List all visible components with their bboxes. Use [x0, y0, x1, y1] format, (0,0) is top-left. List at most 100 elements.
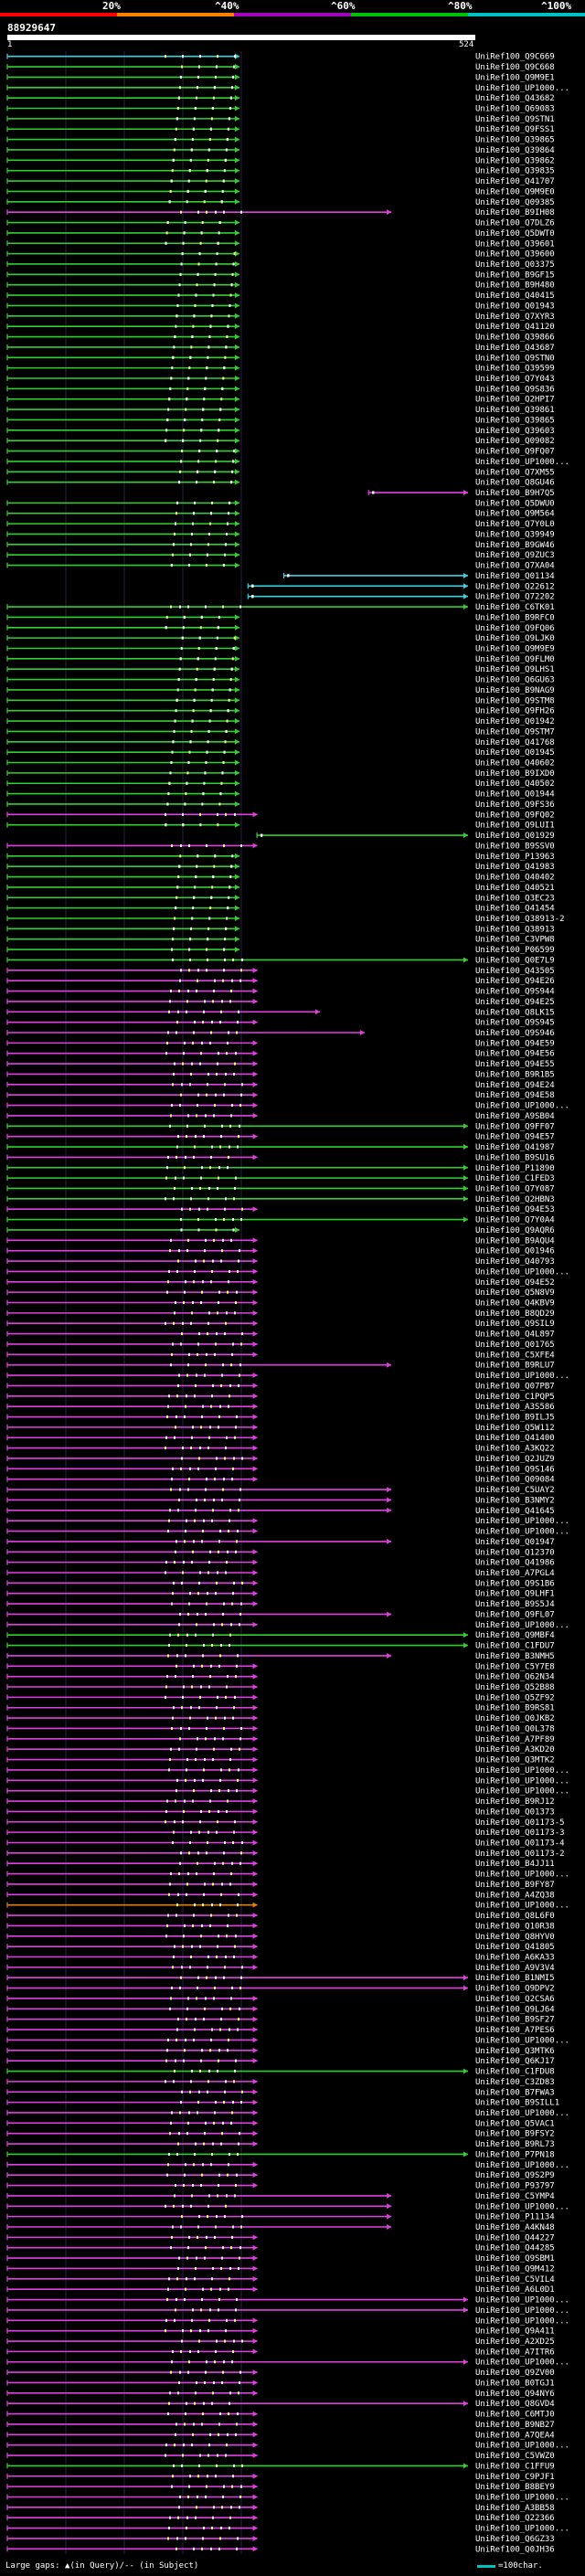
- gap-marker: [174, 1062, 176, 1065]
- gap-marker: [173, 729, 176, 733]
- gap-marker: [220, 1010, 222, 1013]
- hit-arrow: [463, 604, 468, 610]
- gap-marker: [239, 1612, 241, 1616]
- gap-marker: [165, 1695, 166, 1699]
- gap-marker: [221, 1498, 223, 1501]
- gap-marker: [223, 366, 226, 370]
- gap-marker: [217, 2070, 218, 2073]
- gap-marker: [224, 958, 226, 961]
- gap-marker: [229, 1124, 231, 1128]
- gap-marker: [219, 1654, 221, 1658]
- gap-marker: [228, 1405, 229, 1408]
- gap-marker: [177, 2391, 179, 2395]
- hit-label: UniRef100_Q41987: [475, 1143, 555, 1152]
- hit-row: UniRef100_Q7XM55: [6, 468, 555, 477]
- hit-arrow: [235, 240, 240, 247]
- gap-marker: [207, 927, 210, 930]
- hit-label: UniRef100_Q01943: [475, 302, 555, 311]
- gap-marker: [207, 532, 210, 535]
- hit-arrow: [463, 2306, 468, 2313]
- gap-marker: [221, 1249, 223, 1253]
- hit-label: UniRef100_A7PGL4: [475, 1569, 555, 1578]
- hit-row: UniRef100_UP1000...: [6, 1102, 569, 1111]
- hit-row: UniRef100_Q7Y087: [6, 1184, 555, 1193]
- gap-marker: [206, 948, 208, 951]
- gap-marker: [168, 1768, 170, 1772]
- gap-marker: [202, 1903, 204, 1907]
- gap-marker: [222, 1612, 224, 1616]
- hit-arrow: [252, 2327, 258, 2334]
- hit-row: UniRef100_UP1000...: [6, 84, 569, 93]
- hit-arrow: [252, 2244, 258, 2251]
- gap-marker: [170, 761, 173, 765]
- hit-arrow: [252, 998, 258, 1004]
- hit-arrow: [252, 1663, 258, 1670]
- gap-marker: [175, 1301, 176, 1304]
- hit-row: UniRef100_B9RJ12: [6, 1797, 555, 1807]
- hit-row: UniRef100_UP1000...: [6, 1372, 569, 1381]
- hit-row: UniRef100_A7PF89: [6, 1735, 555, 1744]
- hit-arrow: [252, 1393, 258, 1399]
- gap-marker: [235, 1935, 237, 1938]
- gap-marker: [195, 1135, 197, 1139]
- hit-row: UniRef100_Q3MTK6: [6, 2047, 555, 2056]
- hit-arrow: [359, 1030, 365, 1036]
- gap-marker: [235, 1426, 237, 1429]
- gap-marker: [185, 1530, 186, 1533]
- hit-arrow: [235, 126, 240, 133]
- gap-marker: [192, 1301, 194, 1304]
- hit-arrow: [235, 614, 240, 620]
- hit-arrow: [463, 1185, 468, 1192]
- gap-marker: [168, 1519, 170, 1522]
- hit-arrow: [463, 1216, 468, 1223]
- gap-marker: [186, 2516, 188, 2519]
- gap-marker: [229, 2401, 230, 2405]
- gap-marker: [231, 272, 234, 276]
- gap-marker: [227, 2049, 229, 2052]
- gap-marker: [236, 1664, 238, 1668]
- gap-marker: [189, 938, 192, 941]
- gap-marker: [191, 2070, 193, 2073]
- gap-marker: [240, 969, 242, 972]
- hit-arrow: [252, 2525, 258, 2531]
- query-ruler: [7, 35, 475, 40]
- gap-marker: [237, 1145, 239, 1149]
- gap-marker: [229, 1509, 231, 1512]
- gap-marker: [213, 481, 216, 484]
- gap-marker: [191, 1311, 193, 1315]
- gap-marker: [188, 2485, 190, 2488]
- gap-marker: [230, 990, 232, 993]
- gap-marker: [196, 1997, 197, 2000]
- gap-marker: [173, 1581, 175, 1585]
- hit-arrow: [235, 64, 240, 70]
- gap-marker: [228, 1031, 229, 1034]
- hit-row: UniRef100_Q09385: [6, 198, 555, 207]
- gap-marker: [211, 1519, 213, 1522]
- gap-marker: [173, 1197, 175, 1201]
- hit-label: UniRef100_Q40502: [475, 779, 555, 789]
- hit-row: UniRef100_UP1000...: [6, 2306, 569, 2316]
- gap-marker: [226, 522, 229, 525]
- gap-marker: [169, 2516, 171, 2519]
- gap-marker: [210, 1789, 212, 1793]
- gap-marker: [167, 1155, 169, 1159]
- hit-arrow: [235, 500, 240, 506]
- hit-label: UniRef100_Q7Y0A4: [475, 1216, 555, 1225]
- hit-label: UniRef100_Q44227: [475, 2233, 555, 2242]
- gap-marker: [191, 335, 194, 339]
- hit-row: UniRef100_B9RS81: [6, 1704, 555, 1713]
- gap-marker: [210, 2163, 212, 2167]
- hit-row: UniRef100_Q94E52: [6, 1278, 555, 1288]
- gap-marker: [240, 1726, 242, 1730]
- gap-marker: [197, 969, 199, 972]
- gap-marker: [166, 1924, 168, 1927]
- gap-marker: [202, 792, 205, 796]
- gap-marker: [191, 1062, 193, 1065]
- gap-marker: [170, 605, 172, 609]
- hit-row: UniRef100_B0TGJ1: [6, 2379, 555, 2388]
- gap-marker: [195, 678, 197, 682]
- gap-marker: [188, 843, 190, 847]
- hit-row: UniRef100_B9NAG9: [6, 686, 555, 695]
- hit-label: UniRef100_Q94E25: [475, 998, 555, 1007]
- hit-label: UniRef100_Q01946: [475, 1247, 555, 1256]
